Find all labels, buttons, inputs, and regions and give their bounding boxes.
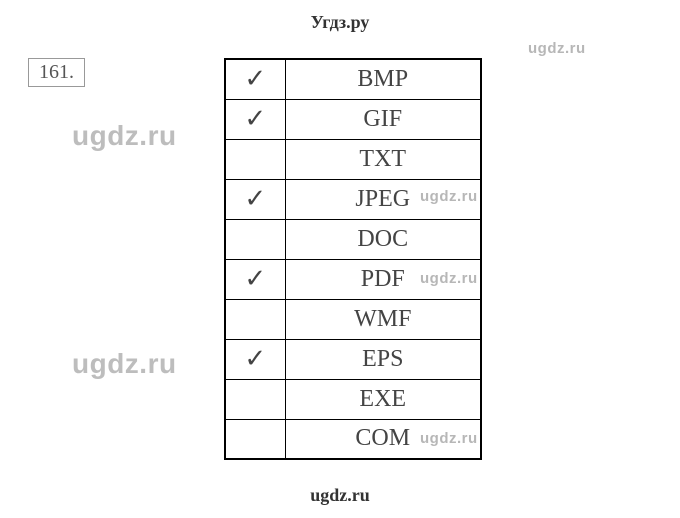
table-row: COM bbox=[225, 419, 481, 459]
check-cell bbox=[225, 299, 285, 339]
check-cell: ✓ bbox=[225, 179, 285, 219]
check-cell: ✓ bbox=[225, 99, 285, 139]
table-body: ✓ BMP ✓ GIFTXT ✓ JPEGDOC ✓ PDFWMF ✓ EPSEXECOM bbox=[225, 59, 481, 459]
label-cell: EPS bbox=[285, 339, 481, 379]
checkmark-icon: ✓ bbox=[244, 184, 266, 213]
checkmark-icon: ✓ bbox=[244, 264, 266, 293]
watermark: ugdz.ru bbox=[528, 40, 586, 57]
label-cell: JPEG bbox=[285, 179, 481, 219]
page-footer: ugdz.ru bbox=[0, 485, 680, 506]
page-header: Угдз.ру bbox=[0, 0, 680, 33]
table-row: TXT bbox=[225, 139, 481, 179]
table-row: WMF bbox=[225, 299, 481, 339]
label-cell: WMF bbox=[285, 299, 481, 339]
file-format-table: ✓ BMP ✓ GIFTXT ✓ JPEGDOC ✓ PDFWMF ✓ EPSEXECOM bbox=[224, 58, 482, 460]
checkmark-icon: ✓ bbox=[244, 104, 266, 133]
question-number: 161. bbox=[39, 61, 74, 83]
table-row: ✓ BMP bbox=[225, 59, 481, 99]
table-row: ✓ JPEG bbox=[225, 179, 481, 219]
header-text: Угдз.ру bbox=[311, 12, 370, 32]
check-cell: ✓ bbox=[225, 339, 285, 379]
table-row: ✓ GIF bbox=[225, 99, 481, 139]
table-row: ✓ PDF bbox=[225, 259, 481, 299]
check-cell bbox=[225, 139, 285, 179]
label-cell: EXE bbox=[285, 379, 481, 419]
check-cell bbox=[225, 419, 285, 459]
check-cell: ✓ bbox=[225, 59, 285, 99]
watermark: ugdz.ru bbox=[72, 120, 177, 152]
label-cell: PDF bbox=[285, 259, 481, 299]
label-cell: DOC bbox=[285, 219, 481, 259]
check-cell bbox=[225, 379, 285, 419]
label-cell: COM bbox=[285, 419, 481, 459]
footer-text: ugdz.ru bbox=[310, 485, 370, 505]
question-number-box: 161. bbox=[28, 58, 85, 87]
label-cell: TXT bbox=[285, 139, 481, 179]
table-row: ✓ EPS bbox=[225, 339, 481, 379]
check-cell bbox=[225, 219, 285, 259]
checkmark-icon: ✓ bbox=[244, 344, 266, 373]
label-cell: BMP bbox=[285, 59, 481, 99]
watermark: ugdz.ru bbox=[72, 348, 177, 380]
label-cell: GIF bbox=[285, 99, 481, 139]
checkmark-icon: ✓ bbox=[244, 64, 266, 93]
table-row: DOC bbox=[225, 219, 481, 259]
check-cell: ✓ bbox=[225, 259, 285, 299]
table-row: EXE bbox=[225, 379, 481, 419]
